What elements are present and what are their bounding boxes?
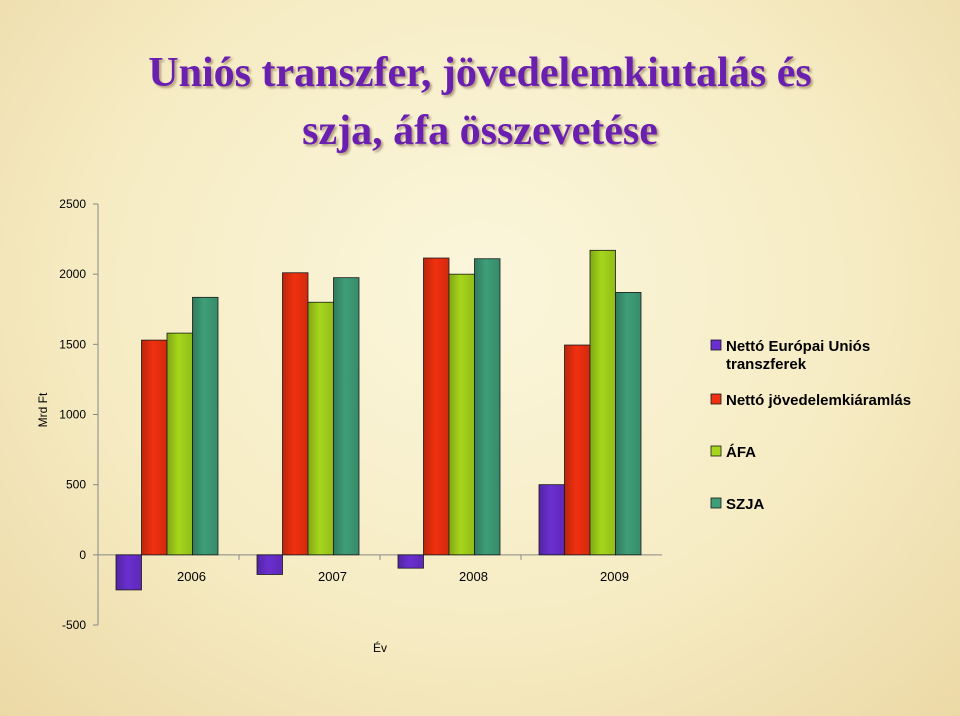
legend-swatch (710, 393, 722, 405)
bar (397, 554, 424, 569)
slide-title: Uniós transzfer, jövedelemkiutalás és sz… (0, 44, 960, 160)
bar (423, 257, 450, 556)
x-tick-label: 2006 (177, 569, 206, 584)
bar (538, 484, 565, 556)
legend-label: Nettó Európai Uniós (726, 338, 870, 355)
legend-label: Nettó jövedelemkiáramlás (726, 392, 911, 409)
legend-swatch (710, 497, 722, 509)
title-line-1: Uniós transzfer, jövedelemkiutalás és (148, 50, 812, 96)
legend-label: ÁFA (726, 444, 756, 461)
y-tick-label: 1000 (59, 408, 86, 422)
bar (256, 554, 283, 575)
y-tick-label: 1500 (59, 337, 86, 351)
x-tick-label: 2008 (459, 569, 488, 584)
bar (166, 332, 193, 556)
x-tick-label: 2007 (318, 569, 347, 584)
x-axis-title: Év (373, 640, 387, 655)
legend-swatch (710, 339, 722, 351)
bar (564, 344, 591, 556)
bar (115, 554, 142, 591)
x-tick-label: 2009 (600, 569, 629, 584)
legend-label: transzferek (726, 356, 807, 373)
bar (615, 292, 642, 556)
bar (333, 277, 360, 556)
title-line-2: szja, áfa összevetése (302, 108, 658, 154)
y-tick-label: 0 (79, 548, 86, 562)
y-tick-label: 500 (66, 478, 86, 492)
bar (141, 339, 168, 556)
bar (589, 249, 616, 556)
legend-swatch (710, 445, 722, 457)
y-tick-label: 2000 (59, 267, 86, 281)
y-tick-label: -500 (62, 618, 86, 632)
legend-label: SZJA (726, 496, 765, 513)
bar (282, 272, 309, 556)
bar (192, 296, 219, 556)
bar (474, 258, 501, 556)
bar (307, 301, 334, 556)
y-axis-title: Mrd Ft (36, 392, 50, 427)
y-tick-label: 2500 (59, 197, 86, 211)
bar (448, 273, 475, 556)
